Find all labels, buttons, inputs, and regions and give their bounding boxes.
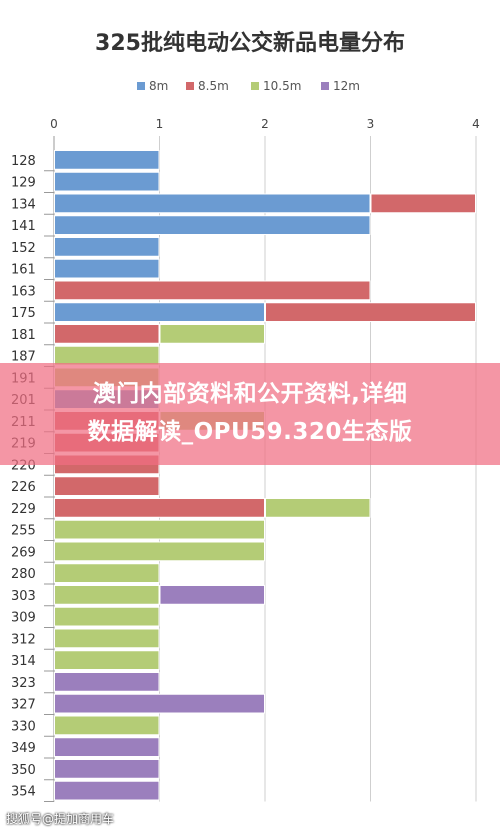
bar-350-12m: [54, 759, 160, 779]
bar-152-8m: [54, 237, 160, 257]
y-tick-label-129: 129: [11, 176, 36, 191]
promo-banner-line-2: 数据解读_OPU59.320生态版: [87, 419, 413, 445]
bar-181-10.5m: [159, 324, 265, 344]
y-tick-label-303: 303: [11, 589, 36, 604]
bar-312-10.5m: [54, 628, 160, 649]
bar-314-10.5m: [54, 650, 160, 670]
legend: 8m 8.5m 10.5m 12m: [137, 79, 360, 93]
x-tick-label-1: 1: [156, 117, 164, 131]
x-tick-label-0: 0: [50, 117, 58, 131]
legend-label-10.5m: 10.5m: [263, 79, 301, 93]
y-tick-label-312: 312: [11, 632, 36, 647]
bar-303-12m: [159, 585, 265, 605]
y-tick-label-323: 323: [11, 676, 36, 691]
bar-163-8.5m: [54, 280, 371, 301]
bar-128-8m: [54, 150, 160, 170]
watermark-text: 搜狐号@提加商用车: [6, 812, 115, 826]
y-tick-label-327: 327: [11, 698, 36, 713]
y-tick-label-128: 128: [11, 154, 36, 169]
y-tick-label-226: 226: [11, 480, 36, 495]
bar-330-10.5m: [54, 715, 160, 736]
legend-swatch-8.5m: [186, 82, 194, 90]
bar-134-8m: [54, 193, 371, 214]
legend-label-8m: 8m: [149, 79, 168, 93]
x-tick-label-4: 4: [472, 117, 480, 131]
y-tick-label-269: 269: [11, 545, 36, 560]
bar-141-8m: [54, 215, 371, 235]
y-tick-label-229: 229: [11, 502, 36, 517]
bar-280-10.5m: [54, 563, 160, 583]
bar-229-8.5m: [54, 498, 265, 518]
x-tick-label-3: 3: [367, 117, 375, 131]
bar-129-8m: [54, 171, 160, 192]
legend-label-12m: 12m: [333, 79, 360, 93]
legend-swatch-8m: [137, 82, 145, 90]
bar-134-8.5m: [370, 193, 476, 214]
legend-swatch-10.5m: [251, 82, 259, 90]
promo-banner-line-1: 澳门内部资料和公开资料,详细: [92, 381, 408, 407]
chart-title: 325批纯电动公交新品电量分布: [95, 30, 405, 56]
bar-354-12m: [54, 780, 160, 801]
bar-255-10.5m: [54, 519, 265, 540]
bar-303-10.5m: [54, 585, 160, 605]
promo-banner: [0, 363, 500, 465]
bar-327-12m: [54, 693, 265, 714]
bar-175-8.5m: [265, 302, 476, 322]
x-axis-ticks: 0 1 2 3 4: [50, 117, 480, 131]
bar-349-12m: [54, 737, 160, 757]
bar-175-8m: [54, 302, 265, 322]
bar-269-10.5m: [54, 541, 265, 562]
y-tick-label-175: 175: [11, 306, 36, 321]
y-tick-label-134: 134: [11, 197, 36, 212]
y-tick-label-163: 163: [11, 284, 36, 299]
x-tick-label-2: 2: [261, 117, 269, 131]
y-tick-label-309: 309: [11, 611, 36, 626]
y-tick-label-152: 152: [11, 241, 36, 256]
promo-banner-text: 澳门内部资料和公开资料,详细 数据解读_OPU59.320生态版: [0, 375, 500, 451]
bar-161-8m: [54, 258, 160, 279]
y-tick-label-354: 354: [11, 785, 36, 800]
legend-label-8.5m: 8.5m: [198, 79, 229, 93]
y-tick-label-141: 141: [11, 219, 36, 234]
y-tick-label-181: 181: [11, 328, 36, 343]
y-tick-label-161: 161: [11, 263, 36, 278]
y-axis-ticks: 1281291341411521611631751811871912012112…: [11, 154, 54, 802]
bar-226-8.5m: [54, 476, 160, 496]
y-tick-label-330: 330: [11, 719, 36, 734]
bar-181-8.5m: [54, 324, 160, 344]
y-tick-label-350: 350: [11, 763, 36, 778]
legend-swatch-12m: [321, 82, 329, 90]
y-tick-label-280: 280: [11, 567, 36, 582]
y-tick-label-349: 349: [11, 741, 36, 756]
y-tick-label-187: 187: [11, 350, 36, 365]
bar-229-10.5m: [265, 498, 371, 518]
bar-309-10.5m: [54, 606, 160, 627]
y-tick-label-255: 255: [11, 524, 36, 539]
bar-323-12m: [54, 672, 160, 692]
y-tick-label-314: 314: [11, 654, 36, 669]
